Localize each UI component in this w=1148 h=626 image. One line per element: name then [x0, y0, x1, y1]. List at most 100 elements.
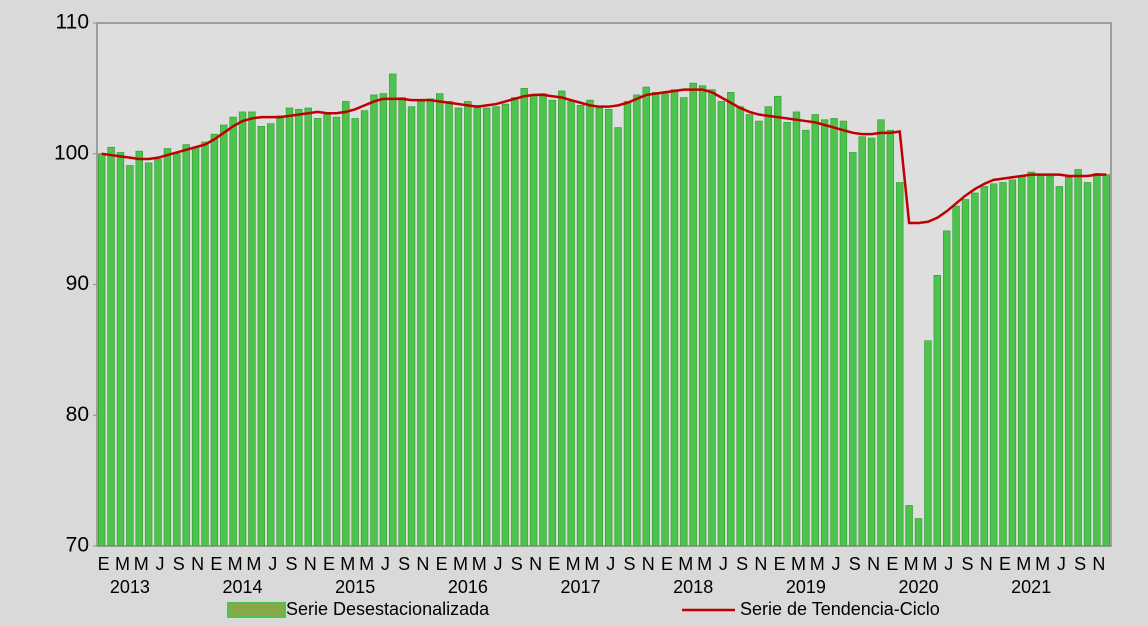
- bar: [220, 124, 228, 547]
- bar: [858, 136, 866, 547]
- bar: [764, 106, 772, 547]
- year-label: 2014: [223, 577, 263, 597]
- bar: [229, 116, 237, 547]
- bar: [1065, 176, 1073, 547]
- x-tick-label: N: [642, 554, 655, 574]
- x-tick-label: J: [832, 554, 841, 574]
- bar: [379, 93, 388, 547]
- bar: [135, 150, 143, 547]
- bar: [1074, 169, 1082, 547]
- bar: [633, 94, 641, 547]
- x-tick-label: E: [323, 554, 335, 574]
- y-tick-label: 80: [66, 403, 89, 426]
- x-tick-label: M: [453, 554, 468, 574]
- bar: [745, 114, 754, 547]
- bar: [595, 107, 603, 547]
- bar: [511, 97, 519, 547]
- bar: [1027, 171, 1035, 547]
- y-tick-label: 90: [66, 272, 89, 295]
- x-tick-label: S: [736, 554, 748, 574]
- bar: [755, 120, 763, 547]
- x-tick-label: M: [115, 554, 130, 574]
- x-tick-label: E: [886, 554, 898, 574]
- bar: [943, 230, 951, 547]
- y-tick-label: 100: [54, 141, 89, 164]
- x-tick-label: M: [1016, 554, 1031, 574]
- bar: [210, 133, 219, 547]
- x-tick-label: E: [774, 554, 786, 574]
- bar: [896, 182, 904, 547]
- bar: [886, 129, 895, 547]
- bar: [257, 125, 265, 547]
- x-tick-label: E: [548, 554, 560, 574]
- bar: [285, 107, 294, 547]
- legend-label: Serie de Tendencia-Ciclo: [740, 599, 940, 619]
- bar: [332, 116, 341, 547]
- bar: [811, 114, 819, 547]
- bar: [191, 146, 200, 547]
- year-label: 2020: [899, 577, 939, 597]
- x-tick-label: M: [697, 554, 712, 574]
- bar: [313, 118, 322, 547]
- x-tick-label: M: [359, 554, 374, 574]
- bar: [914, 518, 923, 547]
- x-tick-label: N: [1092, 554, 1105, 574]
- bar: [407, 106, 416, 547]
- bar: [961, 199, 970, 547]
- bar: [933, 275, 941, 547]
- bar: [1036, 174, 1045, 547]
- bar: [576, 105, 585, 547]
- x-tick-label: M: [134, 554, 149, 574]
- bar: [783, 122, 791, 547]
- x-tick-label: E: [210, 554, 222, 574]
- x-tick-label: S: [961, 554, 973, 574]
- bar: [623, 101, 632, 547]
- bar: [989, 183, 998, 547]
- x-tick-label: M: [584, 554, 599, 574]
- x-tick-label: J: [606, 554, 615, 574]
- x-tick-label: M: [810, 554, 825, 574]
- bar: [163, 148, 172, 547]
- bar: [952, 205, 960, 547]
- bar: [548, 99, 557, 547]
- bar: [238, 111, 247, 547]
- bar: [445, 101, 453, 547]
- x-tick-label: N: [980, 554, 993, 574]
- bar: [792, 111, 801, 547]
- bar: [144, 162, 153, 547]
- bar: [126, 165, 134, 547]
- x-tick-label: J: [944, 554, 953, 574]
- x-tick-label: S: [511, 554, 523, 574]
- x-tick-label: N: [867, 554, 880, 574]
- trend-line: [101, 88, 1107, 225]
- y-tick-label: 70: [66, 534, 89, 557]
- bar: [116, 152, 125, 547]
- bar: [971, 192, 979, 547]
- bar: [501, 103, 510, 547]
- bar: [717, 101, 726, 547]
- bar: [182, 144, 190, 547]
- bar: [651, 91, 660, 547]
- x-tick-label: J: [381, 554, 390, 574]
- x-tick-label: M: [922, 554, 937, 574]
- x-tick-label: M: [791, 554, 806, 574]
- bar: [529, 94, 538, 547]
- x-tick-label: N: [529, 554, 542, 574]
- x-tick-label: M: [566, 554, 581, 574]
- bar: [1008, 179, 1017, 547]
- bar: [304, 107, 312, 547]
- bar: [905, 505, 913, 547]
- bar: [820, 119, 829, 547]
- x-tick-label: S: [1074, 554, 1086, 574]
- bar: [342, 101, 350, 547]
- x-tick-label: S: [849, 554, 861, 574]
- bar: [426, 98, 434, 547]
- year-label: 2021: [1011, 577, 1051, 597]
- bar: [482, 107, 491, 547]
- bar: [1055, 186, 1064, 547]
- bar: [1083, 182, 1092, 547]
- bar: [248, 111, 256, 547]
- bar: [295, 108, 303, 547]
- bar: [398, 97, 406, 547]
- bar: [436, 93, 444, 547]
